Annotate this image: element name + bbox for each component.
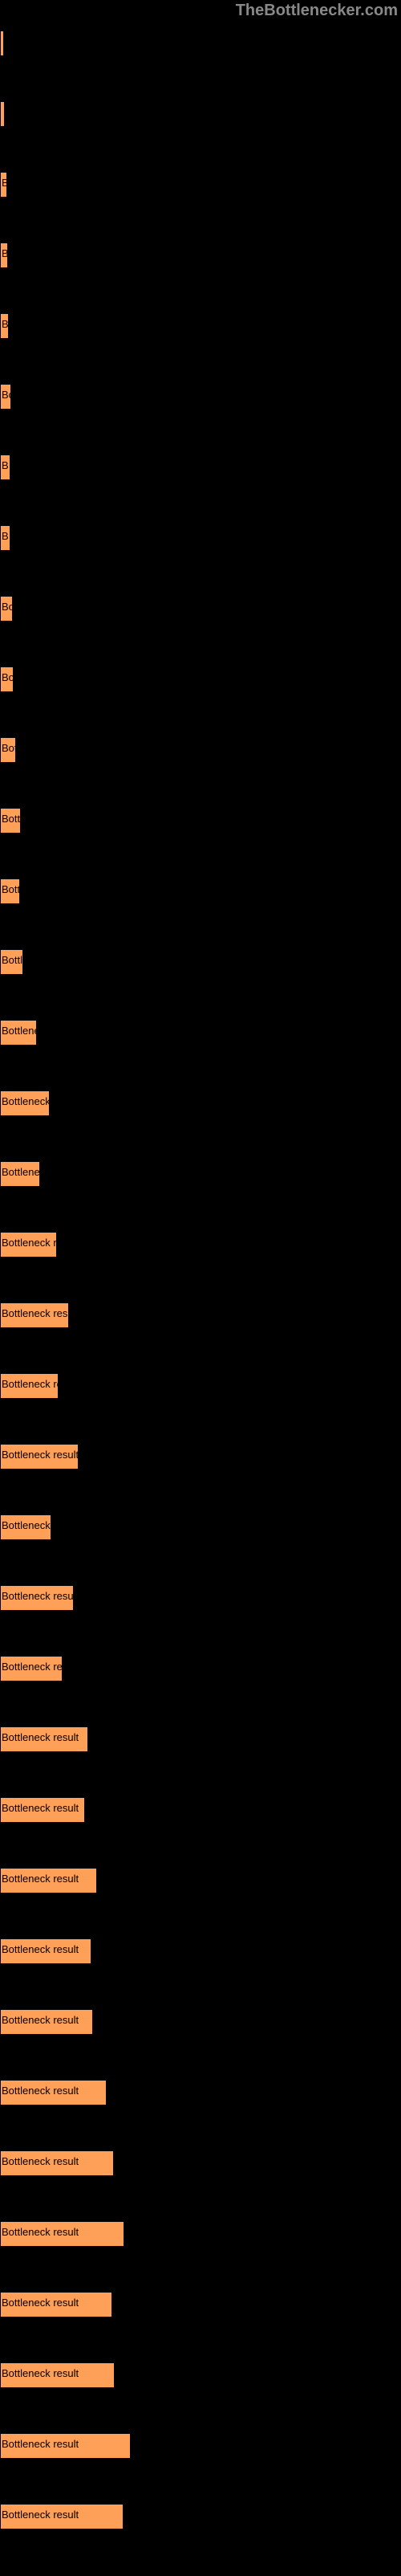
bar-label: Bottlenec: [2, 1025, 45, 1037]
bar-label: Bottl: [2, 813, 22, 825]
bar-label: Bottleneck resul: [2, 1661, 76, 1673]
bar-row: B: [0, 299, 401, 353]
bar-row: Bottleneck result: [0, 2489, 401, 2544]
bar-label: Bottleneck result: [2, 1307, 79, 1319]
bar-label: Bottleneck result: [2, 1943, 79, 1955]
bar-label: B: [2, 530, 9, 542]
bar-row: Bottleneck result: [0, 1924, 401, 1979]
bar-row: Bottleneck result: [0, 1712, 401, 1767]
bar-label: Bottleneck result: [2, 2297, 79, 2309]
bar-label: Bo: [2, 389, 14, 401]
bar-row: Bo: [0, 581, 401, 636]
bar-row: Bottleneck result: [0, 1429, 401, 1484]
bar-row: Bottleneck re: [0, 1500, 401, 1555]
bar-row: Bottle: [0, 935, 401, 989]
bar-label: B: [2, 247, 9, 259]
bar-label: Bo: [2, 671, 14, 683]
bar-row: [0, 87, 401, 141]
bar-row: Bottleneck result: [0, 1288, 401, 1343]
bar-label: Bottleneck result: [2, 2438, 79, 2450]
bar-label: Bottleneck result: [2, 1731, 79, 1743]
bar-row: Bottleneck resul: [0, 1641, 401, 1696]
bar-label: Bo: [2, 601, 14, 613]
bar-row: Bottleneck result: [0, 2348, 401, 2403]
bar-label: Bottleneck result: [2, 2367, 79, 2379]
bar-label: Bottleneck resu: [2, 1237, 74, 1249]
bar-row: Bo: [0, 369, 401, 424]
bar-label: Bottleneck result: [2, 2226, 79, 2238]
bottleneck-bar: [0, 101, 5, 127]
bar-row: B: [0, 440, 401, 495]
bar-label: Bottleneck result: [2, 2014, 79, 2026]
bar-label: Bot: [2, 742, 18, 754]
bar-row: [0, 16, 401, 71]
bar-row: Bottleneck re: [0, 1076, 401, 1131]
bar-row: Bottleneck: [0, 1147, 401, 1201]
bar-label: Bottleneck result: [2, 1802, 79, 1814]
bar-label: Bottle: [2, 954, 28, 966]
bar-label: Bottleneck result: [2, 2085, 79, 2097]
bar-row: Bott: [0, 864, 401, 919]
bar-row: Bo: [0, 652, 401, 707]
bar-row: Bottleneck result: [0, 2277, 401, 2332]
bar-row: B: [0, 228, 401, 283]
bar-label: Bottleneck result: [2, 2509, 79, 2521]
bar-label: B: [2, 459, 9, 471]
bar-row: Bottleneck result: [0, 2065, 401, 2120]
bar-label: Bottleneck result: [2, 1590, 79, 1602]
bottleneck-chart: B B B Bo B B Bo Bo Bot Bottl Bott Bottle Bottlenec Bo…: [0, 0, 401, 2576]
bar-label: Bottleneck result: [2, 1449, 79, 1461]
bar-row: Bottleneck resu: [0, 1217, 401, 1272]
bar-label: Bottleneck re: [2, 1519, 63, 1531]
bar-row: Bottleneck resu: [0, 1359, 401, 1413]
bar-row: Bot: [0, 723, 401, 777]
bar-row: Bottleneck result: [0, 1783, 401, 1837]
bar-row: Bottleneck result: [0, 1995, 401, 2049]
bar-label: Bott: [2, 883, 20, 895]
bar-label: Bottleneck result: [2, 2155, 79, 2167]
bar-label: Bottleneck re: [2, 1095, 63, 1107]
bar-label: B: [2, 177, 9, 189]
bar-label: B: [2, 318, 9, 330]
bar-row: B: [0, 511, 401, 565]
bar-row: Bottlenec: [0, 1005, 401, 1060]
bottleneck-bar: [0, 31, 4, 56]
bar-row: Bottleneck result: [0, 2419, 401, 2473]
bar-row: B: [0, 157, 401, 212]
bar-row: Bottleneck result: [0, 1571, 401, 1625]
bar-row: Bottleneck result: [0, 2136, 401, 2191]
bar-row: Bottl: [0, 793, 401, 848]
bar-row: Bottleneck result: [0, 2207, 401, 2261]
bar-label: Bottleneck result: [2, 1873, 79, 1885]
bar-row: Bottleneck result: [0, 1853, 401, 1908]
bar-label: Bottleneck: [2, 1166, 51, 1178]
watermark-text: TheBottlenecker.com: [236, 2, 398, 20]
bar-label: Bottleneck resu: [2, 1378, 74, 1390]
